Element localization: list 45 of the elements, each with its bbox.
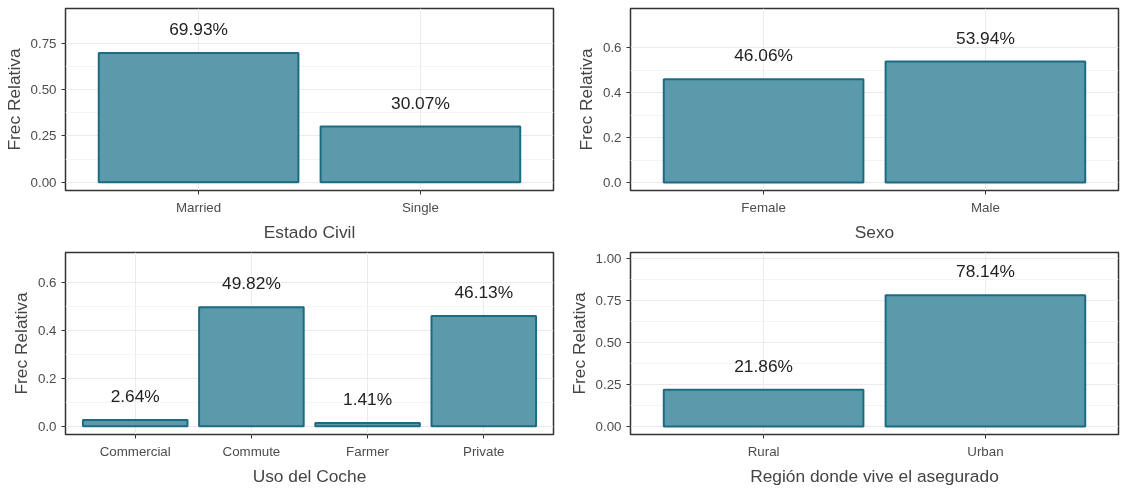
- x-tick-label: Commercial: [99, 443, 171, 459]
- x-tick-label: Married: [176, 199, 222, 215]
- y-tick-label: 0.25: [595, 376, 622, 392]
- y-tick-label: 0.00: [30, 174, 57, 190]
- y-axis-title: Frec Relativa: [568, 292, 589, 395]
- x-axis-title: Sexo: [854, 221, 895, 242]
- x-tick-label: Private: [463, 443, 505, 459]
- y-tick-label: 0.2: [602, 130, 622, 146]
- x-tick-label: Rural: [747, 443, 780, 459]
- data-label: 46.13%: [454, 282, 514, 303]
- data-label: 1.41%: [343, 389, 393, 409]
- y-axis-title: Frec Relativa: [10, 292, 31, 395]
- y-tick-label: 0.2: [37, 371, 57, 387]
- y-tick-label: 0.75: [30, 36, 57, 52]
- y-axis-title: Frec Relativa: [575, 48, 596, 151]
- y-tick-label: 0.0: [37, 418, 57, 434]
- x-tick-label: Commute: [222, 443, 281, 459]
- data-label: 78.14%: [956, 261, 1015, 282]
- y-tick-label: 0.00: [595, 418, 622, 434]
- y-tick-label: 0.25: [30, 128, 57, 144]
- data-label: 30.07%: [391, 92, 450, 113]
- x-tick-label: Single: [401, 199, 439, 215]
- data-label: 69.93%: [169, 18, 228, 39]
- y-tick-label: 0.6: [37, 275, 57, 291]
- y-tick-label: 0.4: [602, 85, 623, 101]
- x-tick-label: Farmer: [346, 443, 390, 459]
- x-axis-title: Región donde vive el asegurado: [750, 465, 999, 486]
- y-tick-label: 0.4: [37, 323, 58, 339]
- y-tick-label: 0.75: [595, 293, 622, 309]
- y-tick-label: 1.00: [595, 251, 622, 267]
- x-tick-label: Female: [741, 199, 786, 215]
- y-tick-label: 0.50: [595, 334, 622, 350]
- data-label: 53.94%: [956, 27, 1015, 48]
- x-tick-label: Male: [970, 199, 1000, 215]
- data-label: 21.86%: [734, 355, 793, 376]
- x-tick-label: Urban: [967, 443, 1004, 459]
- y-tick-label: 0.0: [602, 174, 622, 190]
- x-axis-title: Estado Civil: [263, 221, 356, 242]
- data-label: 46.06%: [734, 45, 793, 66]
- y-axis-title: Frec Relativa: [3, 48, 24, 151]
- data-label: 2.64%: [110, 386, 160, 407]
- y-tick-label: 0.50: [30, 82, 57, 98]
- x-axis-title: Uso del Coche: [252, 465, 367, 486]
- data-label: 49.82%: [222, 273, 281, 294]
- y-tick-label: 0.6: [602, 40, 622, 56]
